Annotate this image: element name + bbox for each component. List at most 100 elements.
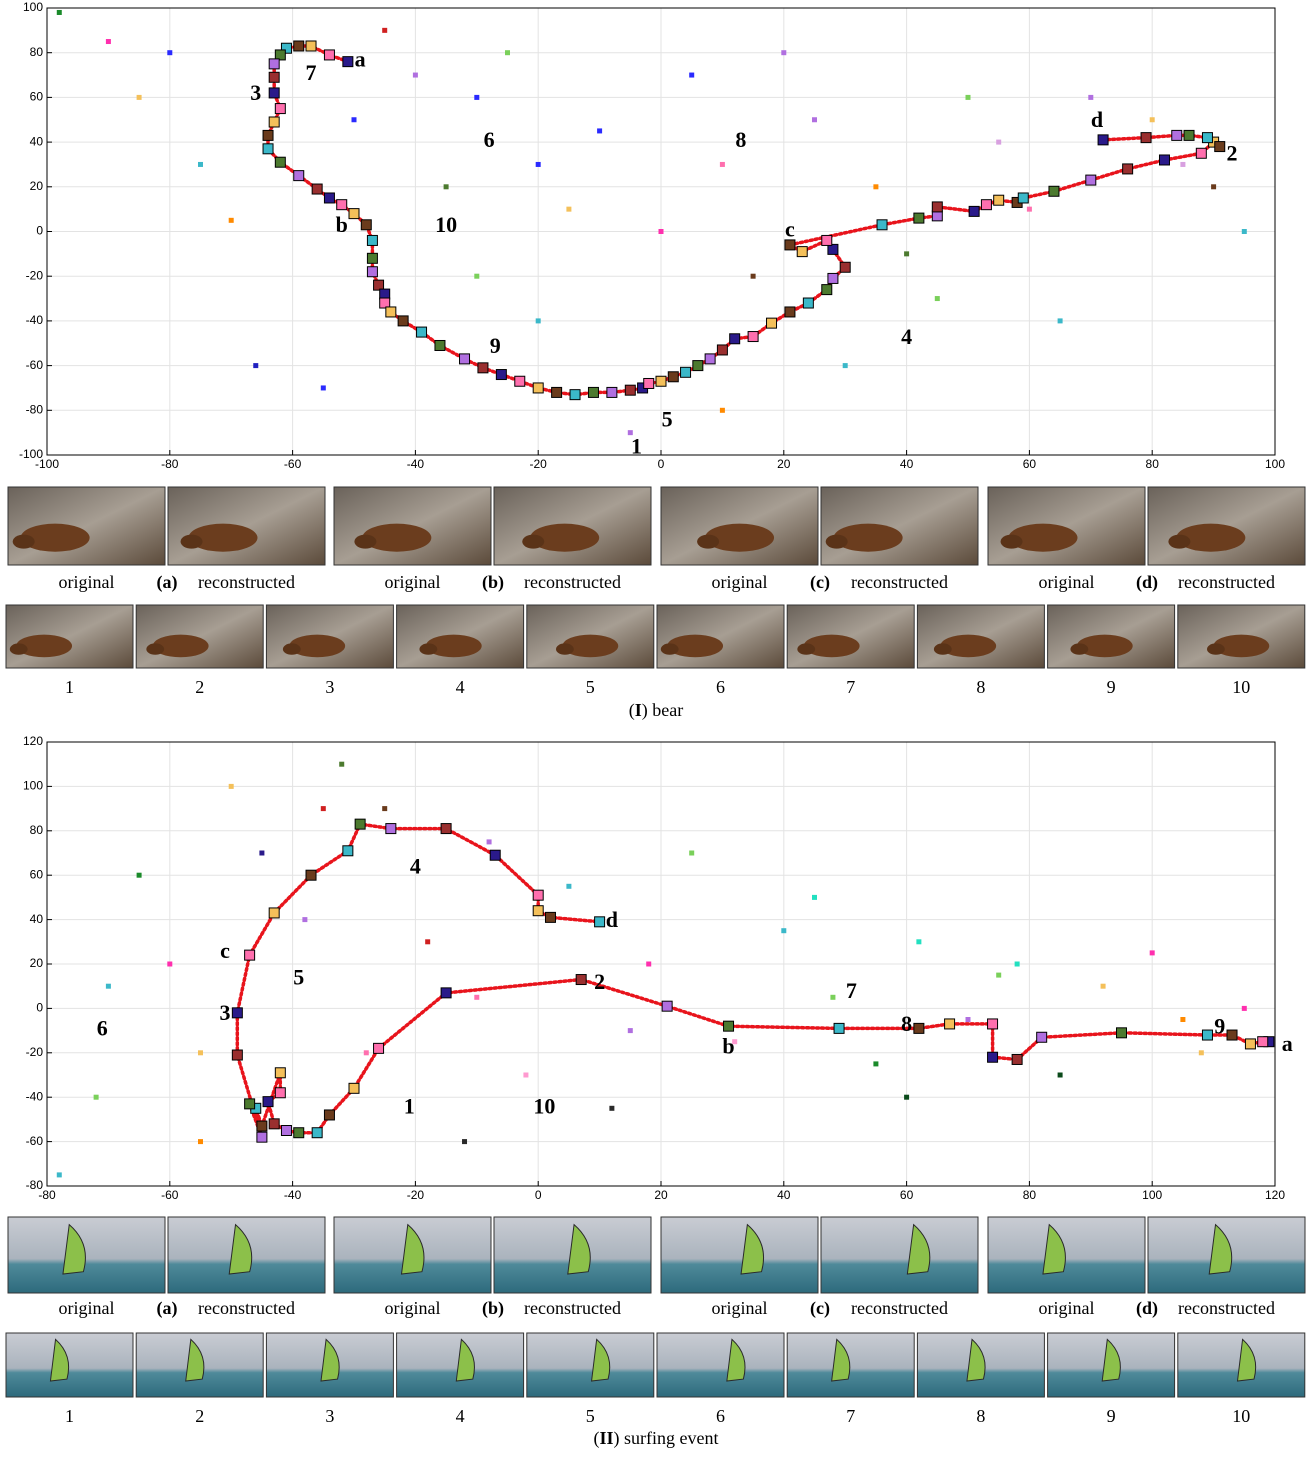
sail-shape bbox=[1208, 1223, 1233, 1275]
pair-caption: original bbox=[1039, 1298, 1095, 1318]
point bbox=[658, 229, 664, 234]
trajectory-point bbox=[532, 905, 544, 917]
trajectory-point bbox=[256, 1120, 268, 1132]
point bbox=[363, 1050, 369, 1056]
trajectory-point bbox=[268, 907, 280, 919]
point bbox=[873, 184, 879, 190]
point bbox=[996, 972, 1002, 978]
point bbox=[646, 961, 652, 967]
point bbox=[382, 806, 388, 812]
annotation: c bbox=[785, 217, 795, 242]
pair-label: (b) bbox=[482, 1298, 504, 1319]
point bbox=[535, 161, 541, 167]
x-tick-label: 100 bbox=[1265, 457, 1285, 471]
annotation: 10 bbox=[533, 1093, 555, 1118]
trajectory-point bbox=[305, 869, 317, 881]
pair-caption: original bbox=[712, 1298, 768, 1318]
trajectory-point bbox=[643, 377, 655, 389]
trajectory-point bbox=[1017, 192, 1029, 204]
caption-part: I bbox=[635, 700, 642, 720]
point bbox=[781, 928, 787, 934]
trajectory-point bbox=[360, 219, 372, 231]
trajectory-point bbox=[551, 386, 563, 398]
sail-shape bbox=[455, 1338, 475, 1382]
annotation: 8 bbox=[735, 127, 746, 152]
bear-head bbox=[180, 534, 203, 549]
annotation: 8 bbox=[901, 1011, 912, 1036]
bear-shape bbox=[530, 523, 600, 552]
trajectory-point bbox=[262, 129, 274, 141]
point bbox=[689, 850, 695, 856]
annotation: a bbox=[355, 47, 366, 72]
trajectory-point bbox=[1244, 1038, 1256, 1050]
frame-label: 7 bbox=[846, 1406, 855, 1426]
pair-label: (c) bbox=[810, 1298, 830, 1319]
pair-caption: reconstructed bbox=[1178, 1298, 1275, 1318]
trajectory-point bbox=[1158, 154, 1170, 166]
annotation: a bbox=[1282, 1031, 1293, 1056]
pair-caption: original bbox=[59, 1298, 115, 1318]
annotation: d bbox=[606, 907, 618, 932]
x-tick-label: 0 bbox=[658, 457, 665, 471]
pair-label: (a) bbox=[157, 572, 178, 593]
trajectory-point bbox=[661, 1000, 673, 1012]
trajectory-point bbox=[244, 949, 256, 961]
bear-shape bbox=[425, 634, 482, 658]
trajectory-point bbox=[373, 1042, 385, 1054]
bear-head bbox=[9, 643, 28, 655]
x-tick-label: 100 bbox=[1142, 1188, 1162, 1202]
point bbox=[302, 917, 308, 923]
y-tick-label: 20 bbox=[30, 179, 44, 193]
trajectory-point bbox=[514, 375, 526, 387]
bear-head bbox=[354, 534, 377, 549]
y-tick-label: -20 bbox=[26, 1045, 44, 1059]
frame-label: 8 bbox=[976, 1406, 985, 1426]
thumbnail bbox=[5, 1332, 134, 1398]
point bbox=[462, 1139, 468, 1145]
frame-label: 10 bbox=[1232, 677, 1250, 697]
sail-shape bbox=[1236, 1338, 1257, 1382]
trajectory-point bbox=[373, 279, 385, 291]
y-tick-label: 100 bbox=[23, 779, 43, 793]
thumbnail bbox=[660, 1216, 819, 1294]
trajectory-point bbox=[680, 366, 692, 378]
caption-part: ( bbox=[594, 1428, 600, 1449]
frame-label: 1 bbox=[65, 677, 74, 697]
y-tick-label: -100 bbox=[19, 447, 43, 461]
trajectory-point bbox=[366, 234, 378, 246]
trajectory-point bbox=[980, 199, 992, 211]
y-tick-label: -80 bbox=[26, 402, 44, 416]
trajectory-point bbox=[434, 339, 446, 351]
panel-caption: (II) surfing event bbox=[594, 1428, 719, 1449]
point bbox=[486, 839, 492, 845]
point bbox=[105, 983, 111, 989]
trajectory-point bbox=[1226, 1029, 1238, 1041]
frame-label: 2 bbox=[195, 677, 204, 697]
annotation: 2 bbox=[594, 969, 605, 994]
x-tick-label: -40 bbox=[284, 1188, 302, 1202]
y-tick-label: -20 bbox=[26, 268, 44, 282]
point bbox=[535, 318, 541, 324]
bear-head bbox=[556, 643, 574, 655]
bear-shape bbox=[833, 523, 903, 552]
pair-caption: reconstructed bbox=[198, 572, 295, 592]
point bbox=[228, 783, 234, 789]
trajectory-point bbox=[385, 306, 397, 318]
pair-caption: reconstructed bbox=[524, 572, 621, 592]
thumbnail bbox=[656, 1332, 785, 1398]
frame-label: 10 bbox=[1232, 1406, 1250, 1426]
panel-caption: (I) bear bbox=[629, 700, 683, 721]
bear-head bbox=[1207, 643, 1225, 655]
annotation: 4 bbox=[410, 854, 421, 879]
bear-shape bbox=[152, 634, 209, 658]
y-tick-label: 120 bbox=[23, 734, 43, 748]
point bbox=[1149, 117, 1155, 123]
trajectory-point bbox=[1116, 1027, 1127, 1039]
point bbox=[566, 883, 572, 889]
bear-head bbox=[12, 534, 35, 549]
bear-shape bbox=[16, 634, 73, 658]
bear-head bbox=[660, 643, 679, 655]
frame-label: 1 bbox=[65, 1406, 74, 1426]
annotation: 5 bbox=[662, 407, 673, 432]
